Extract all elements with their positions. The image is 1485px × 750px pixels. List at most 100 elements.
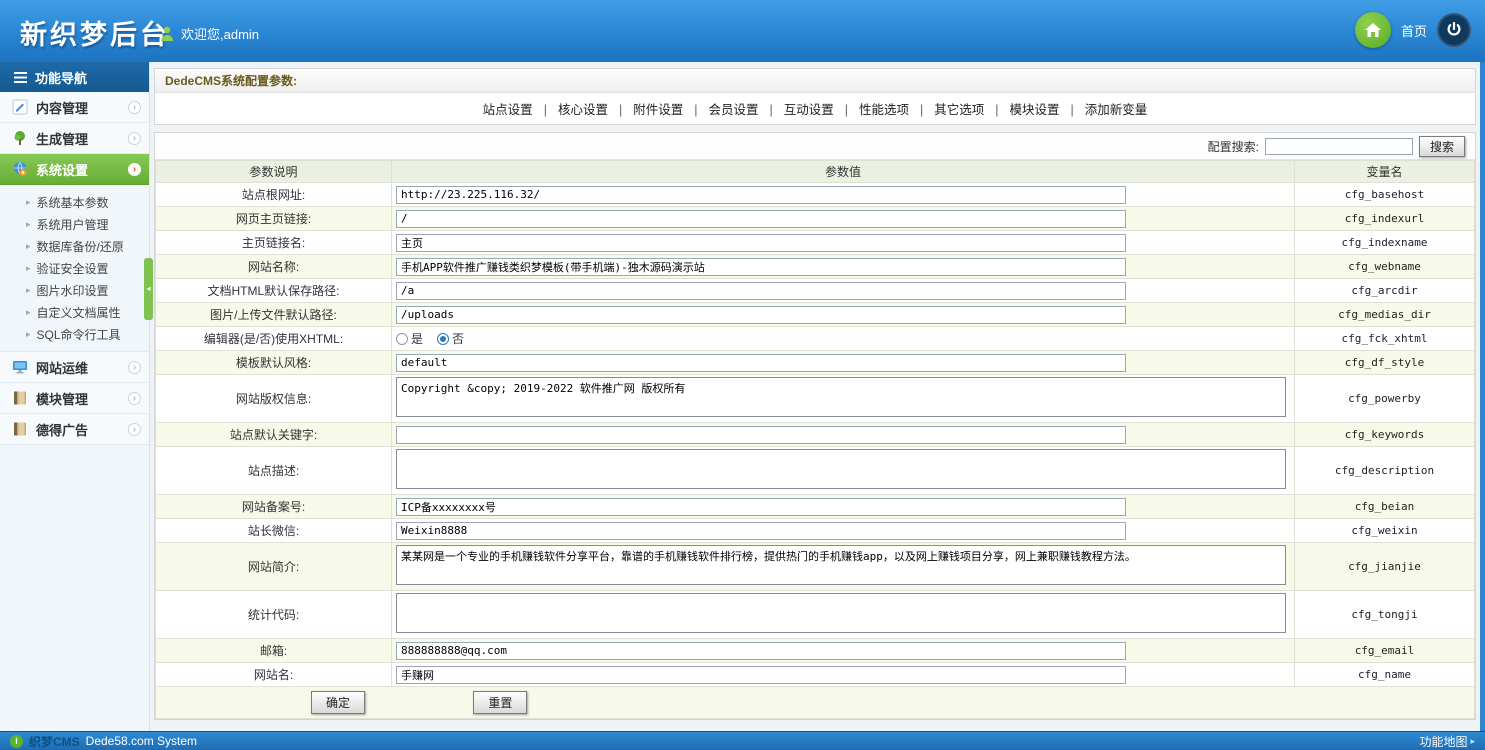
right-edge-strip [1480, 62, 1485, 731]
col-header-var-name: 变量名 [1294, 160, 1475, 183]
function-map-label: 功能地图 [1419, 734, 1468, 749]
power-icon[interactable] [1437, 13, 1471, 47]
param-textarea-tongji[interactable] [396, 593, 1286, 633]
param-textarea-description[interactable] [396, 449, 1286, 489]
param-input-df-style[interactable] [396, 353, 1126, 372]
submenu-item-sql-tool[interactable]: ▸ SQL命令行工具 [0, 323, 149, 345]
param-label: 编辑器(是/否)使用XHTML: [155, 326, 392, 351]
tab-site-settings[interactable]: 站点设置 [482, 103, 533, 117]
config-table-panel: 配置搜索: 搜索 参数说明 参数值 变量名 站点根网址: cfg_basehos… [154, 132, 1476, 720]
tab-module-settings[interactable]: 模块设置 [984, 99, 1060, 118]
radio-option-no[interactable]: 否 [437, 330, 464, 347]
sidebar-item-generate-manage[interactable]: 生成管理 › [0, 123, 149, 154]
caret-icon: ▸ [1470, 735, 1475, 746]
col-header-param-value: 参数值 [391, 160, 1295, 183]
table-row: 统计代码: cfg_tongji [155, 590, 1475, 639]
chevron-right-icon: › [128, 162, 141, 176]
reset-button[interactable]: 重置 [473, 691, 528, 714]
param-input-indexname[interactable] [396, 233, 1126, 252]
param-input-webname[interactable] [396, 257, 1126, 276]
param-var: cfg_beian [1294, 494, 1475, 519]
submenu-label: 系统基本参数 [36, 195, 109, 210]
param-var: cfg_tongji [1294, 590, 1475, 639]
radio-option-yes[interactable]: 是 [396, 330, 423, 347]
table-row: 站点描述: cfg_description [155, 446, 1475, 495]
sidebar-collapse-handle[interactable]: ◂ [144, 258, 153, 320]
sidebar-item-website-ops[interactable]: 网站运维 › [0, 352, 149, 383]
param-label: 模板默认风格: [155, 350, 392, 375]
radio-no-icon[interactable] [437, 332, 450, 345]
module-manage-icon [12, 390, 28, 406]
bullet-icon: ▸ [26, 196, 31, 207]
submenu-item-user-manage[interactable]: ▸ 系统用户管理 [0, 213, 149, 235]
param-label: 图片/上传文件默认路径: [155, 302, 392, 327]
tab-attachment-settings[interactable]: 附件设置 [608, 99, 683, 118]
tab-interaction-settings[interactable]: 互动设置 [758, 99, 834, 118]
bullet-icon: ▸ [26, 240, 31, 251]
radio-yes-label: 是 [411, 332, 424, 346]
sidebar-item-content-manage[interactable]: 内容管理 › [0, 92, 149, 123]
param-var: cfg_indexurl [1294, 206, 1475, 231]
sidebar: 功能导航 内容管理 › 生成管理 › 系统设置 › ▸ 系统基本参数 ▸ 系统用户管… [0, 62, 150, 731]
table-row: 站点默认关键字: cfg_keywords [155, 422, 1475, 447]
submenu-label: 系统用户管理 [36, 217, 109, 232]
submenu-item-db-backup[interactable]: ▸ 数据库备份/还原 [0, 235, 149, 257]
param-var: cfg_fck_xhtml [1294, 326, 1475, 351]
config-search-input[interactable] [1264, 137, 1413, 155]
confirm-button[interactable]: 确定 [311, 691, 366, 714]
table-row: 网站备案号: cfg_beian [155, 494, 1475, 519]
function-map-link[interactable]: 功能地图 ▸ [1419, 733, 1475, 750]
table-row: 站长微信: cfg_weixin [155, 518, 1475, 543]
tab-add-variable[interactable]: 添加新变量 [1060, 99, 1148, 118]
param-input-basehost[interactable] [396, 185, 1126, 204]
param-input-indexurl[interactable] [396, 209, 1126, 228]
sidebar-item-system-settings[interactable]: 系统设置 › [0, 154, 149, 185]
param-textarea-jianjie[interactable]: 某某网是一个专业的手机赚钱软件分享平台，靠谱的手机赚钱软件排行榜，提供热门的手机… [396, 545, 1286, 585]
submenu-label: 图片水印设置 [36, 283, 109, 298]
radio-yes-icon[interactable] [396, 332, 408, 345]
param-var: cfg_jianjie [1294, 542, 1475, 591]
param-textarea-powerby[interactable]: Copyright &copy; 2019-2022 软件推广网 版权所有 [396, 377, 1286, 417]
system-settings-submenu: ▸ 系统基本参数 ▸ 系统用户管理 ▸ 数据库备份/还原 ▸ 验证安全设置 ▸ 图片水印设… [0, 185, 149, 352]
tab-core-settings[interactable]: 核心设置 [533, 99, 608, 118]
param-label: 网站备案号: [155, 494, 392, 519]
config-tabs: 站点设置 核心设置 附件设置 会员设置 互动设置 性能选项 其它选项 模块设置 … [155, 93, 1475, 124]
submenu-item-basic-params[interactable]: ▸ 系统基本参数 [0, 191, 149, 213]
param-var: cfg_keywords [1294, 422, 1475, 447]
param-label: 网站名: [155, 662, 392, 687]
param-var: cfg_webname [1294, 254, 1475, 279]
param-input-arcdir[interactable] [396, 281, 1126, 300]
table-row: 邮箱: cfg_email [155, 638, 1475, 663]
home-icon[interactable] [1354, 12, 1391, 48]
tab-other-options[interactable]: 其它选项 [909, 99, 984, 118]
param-label: 网站简介: [155, 542, 392, 591]
bullet-icon: ▸ [26, 218, 31, 229]
ad-manage-icon [12, 421, 28, 437]
config-header-panel: DedeCMS系统配置参数: 站点设置 核心设置 附件设置 会员设置 互动设置 … [154, 68, 1476, 125]
table-row: 网站名: cfg_name [155, 662, 1475, 687]
submenu-item-watermark[interactable]: ▸ 图片水印设置 [0, 279, 149, 301]
sidebar-item-label: 网站运维 [36, 360, 89, 376]
param-input-email[interactable] [396, 641, 1126, 660]
tab-performance-options[interactable]: 性能选项 [834, 99, 909, 118]
sidebar-item-module-manage[interactable]: 模块管理 › [0, 383, 149, 414]
tab-member-settings[interactable]: 会员设置 [683, 99, 758, 118]
table-row: 网站简介: 某某网是一个专业的手机赚钱软件分享平台，靠谱的手机赚钱软件排行榜，提… [155, 542, 1475, 591]
bullet-icon: ▸ [26, 284, 31, 295]
search-button[interactable]: 搜索 [1418, 135, 1465, 157]
param-input-weixin[interactable] [396, 521, 1126, 540]
sidebar-item-ad-manage[interactable]: 德得广告 › [0, 414, 149, 445]
bullet-icon: ▸ [26, 306, 31, 317]
param-input-name[interactable] [396, 665, 1126, 684]
generate-manage-icon [12, 130, 28, 146]
param-input-medias-dir[interactable] [396, 305, 1126, 324]
submenu-item-security[interactable]: ▸ 验证安全设置 [0, 257, 149, 279]
param-input-keywords[interactable] [396, 425, 1126, 444]
chevron-right-icon: › [128, 100, 141, 114]
config-search-label: 配置搜索: [1207, 139, 1259, 154]
home-link[interactable]: 首页 [1400, 23, 1427, 39]
submenu-item-custom-fields[interactable]: ▸ 自定义文档属性 [0, 301, 149, 323]
footer-bar: i 织梦CMS Dede58.com System 功能地图 ▸ [0, 731, 1485, 750]
footer-brand: 织梦CMS [29, 734, 80, 749]
param-input-beian[interactable] [396, 497, 1126, 516]
